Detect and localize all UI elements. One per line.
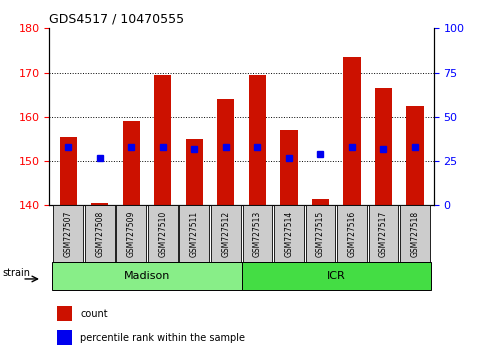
Text: GSM727509: GSM727509 xyxy=(127,210,136,257)
FancyBboxPatch shape xyxy=(243,205,272,262)
FancyBboxPatch shape xyxy=(369,205,398,262)
Bar xyxy=(60,137,77,205)
Bar xyxy=(375,88,392,205)
Text: GSM727511: GSM727511 xyxy=(190,211,199,257)
Bar xyxy=(217,99,235,205)
Text: strain: strain xyxy=(2,268,31,278)
FancyBboxPatch shape xyxy=(53,205,83,262)
FancyBboxPatch shape xyxy=(306,205,335,262)
FancyBboxPatch shape xyxy=(242,262,431,290)
FancyBboxPatch shape xyxy=(52,262,242,290)
FancyBboxPatch shape xyxy=(337,205,367,262)
FancyBboxPatch shape xyxy=(116,205,146,262)
Text: GSM727510: GSM727510 xyxy=(158,211,167,257)
Text: count: count xyxy=(80,309,107,319)
FancyBboxPatch shape xyxy=(85,205,114,262)
FancyBboxPatch shape xyxy=(400,205,430,262)
Text: GSM727508: GSM727508 xyxy=(95,211,104,257)
Bar xyxy=(154,75,172,205)
Text: GSM727514: GSM727514 xyxy=(284,211,293,257)
Text: percentile rank within the sample: percentile rank within the sample xyxy=(80,333,245,343)
Bar xyxy=(280,130,297,205)
Bar xyxy=(57,306,72,321)
FancyBboxPatch shape xyxy=(274,205,304,262)
Text: ICR: ICR xyxy=(327,271,346,281)
FancyBboxPatch shape xyxy=(148,205,177,262)
Bar xyxy=(248,75,266,205)
Text: GDS4517 / 10470555: GDS4517 / 10470555 xyxy=(49,13,184,26)
Text: GSM727507: GSM727507 xyxy=(64,210,72,257)
Text: GSM727517: GSM727517 xyxy=(379,211,388,257)
FancyBboxPatch shape xyxy=(179,205,209,262)
Bar xyxy=(57,330,72,345)
Bar xyxy=(312,199,329,205)
Bar xyxy=(186,139,203,205)
Text: Madison: Madison xyxy=(124,271,170,281)
Text: GSM727512: GSM727512 xyxy=(221,211,230,257)
Bar xyxy=(91,203,108,205)
Text: GSM727518: GSM727518 xyxy=(411,211,420,257)
FancyBboxPatch shape xyxy=(211,205,241,262)
Text: GSM727516: GSM727516 xyxy=(348,211,356,257)
Bar xyxy=(343,57,360,205)
Bar xyxy=(406,106,423,205)
Bar xyxy=(123,121,140,205)
Text: GSM727515: GSM727515 xyxy=(316,211,325,257)
Text: GSM727513: GSM727513 xyxy=(253,211,262,257)
